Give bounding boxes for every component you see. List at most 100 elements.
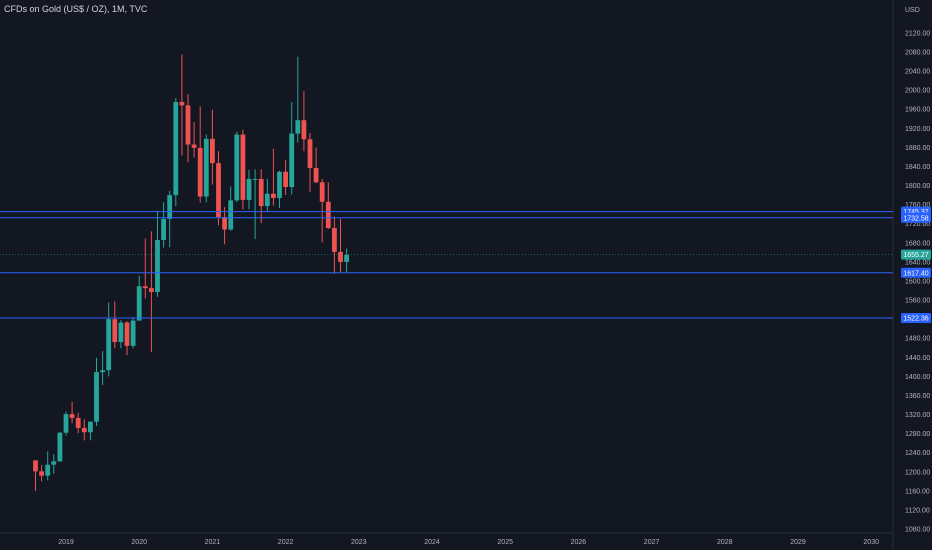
currency-label: USD [905,7,920,14]
x-tick-label: 2022 [278,539,294,546]
candle-body [332,228,337,252]
y-tick-label: 1560.00 [905,298,930,305]
y-tick-label: 1800.00 [905,183,930,190]
candle-body [216,163,221,218]
price-tag-label: 1617.40 [903,270,928,277]
candle-body [167,195,173,219]
last-price-tag [901,249,931,260]
chart-title: CFDs on Gold (US$ / OZ), 1M, TVC [4,4,148,14]
y-tick-label: 1840.00 [905,164,930,171]
x-tick-label: 2026 [571,539,587,546]
candle-body [277,171,282,198]
last-price-label: 1655.27 [903,252,928,259]
y-tick-label: 1720.00 [905,221,930,228]
candle-body [258,178,264,207]
y-tick-label: 2120.00 [905,30,930,37]
candle-body [161,218,166,240]
y-tick-label: 1080.00 [905,527,930,534]
x-tick-label: 2023 [351,539,367,546]
x-tick-label: 2024 [424,539,440,546]
candle-body [319,182,325,202]
candle-body [173,102,179,196]
candle-body [136,286,142,321]
candle-body [307,139,313,168]
candle-body [94,372,99,422]
candle-body [142,286,148,289]
x-tick-label: 2027 [644,539,660,546]
y-tick-label: 2040.00 [905,69,930,76]
y-tick-label: 2000.00 [905,88,930,95]
y-tick-label: 1360.00 [905,393,930,400]
candle-body [179,102,185,106]
candle-body [112,319,118,343]
candle-body [69,414,75,418]
candle-body [301,120,307,140]
candle-body [81,427,87,433]
x-tick-label: 2029 [790,539,806,546]
candle-body [289,133,295,188]
candle-body [100,370,105,373]
candle-body [155,239,160,292]
x-tick-label: 2021 [205,539,221,546]
candle-body [252,178,258,180]
candle-body [185,105,191,145]
candle-body [234,134,240,201]
y-tick-label: 1960.00 [905,107,930,114]
y-tick-label: 1280.00 [905,431,930,438]
y-tick-label: 1200.00 [905,469,930,476]
candle-body [210,138,215,164]
y-tick-label: 1440.00 [905,355,930,362]
y-tick-label: 1920.00 [905,126,930,133]
x-tick-label: 2019 [58,539,74,546]
candle-body [191,144,197,148]
candle-body [51,461,57,465]
candle-body [118,322,124,343]
y-tick-label: 1320.00 [905,412,930,419]
y-tick-label: 1760.00 [905,202,930,209]
price-tag-label: 1745.37 [903,209,928,216]
y-tick-label: 2080.00 [905,49,930,56]
candle-body [203,138,209,197]
candle-body [197,147,203,197]
candle-body [271,193,276,198]
candle-body [124,322,130,346]
price-tag-label: 1732.58 [903,215,928,222]
candle-body [264,193,270,207]
x-tick-label: 2025 [497,539,513,546]
candle-body [106,319,112,371]
candle-body [88,421,93,433]
candle-body [325,201,331,229]
candle-body [295,120,301,134]
candle-body [283,171,288,188]
candle-body [149,288,154,292]
y-tick-label: 1120.00 [905,508,930,515]
candle-body [228,200,234,230]
x-tick-label: 2020 [131,539,147,546]
candle-body [75,417,81,428]
candle-body [45,464,51,476]
y-tick-label: 1880.00 [905,145,930,152]
candle-body [33,460,38,472]
price-tag-label: 1522.36 [903,316,928,323]
candle-body [246,178,252,200]
y-tick-label: 1160.00 [905,488,930,495]
candle-body [240,134,246,200]
candle-body [39,471,44,476]
y-tick-label: 1600.00 [905,278,930,285]
y-tick-label: 1400.00 [905,374,930,381]
y-tick-label: 1240.00 [905,450,930,457]
candle-body [338,251,343,262]
candle-body [57,432,63,462]
candle-body [313,167,319,183]
candle-body [344,254,349,262]
candle-body [63,414,69,433]
price-tag [901,267,931,278]
candle-body [222,217,227,230]
y-tick-label: 1680.00 [905,240,930,247]
y-tick-label: 1640.00 [905,259,930,266]
y-tick-label: 1480.00 [905,336,930,343]
price-tag [901,212,931,223]
candle-body [130,320,136,346]
